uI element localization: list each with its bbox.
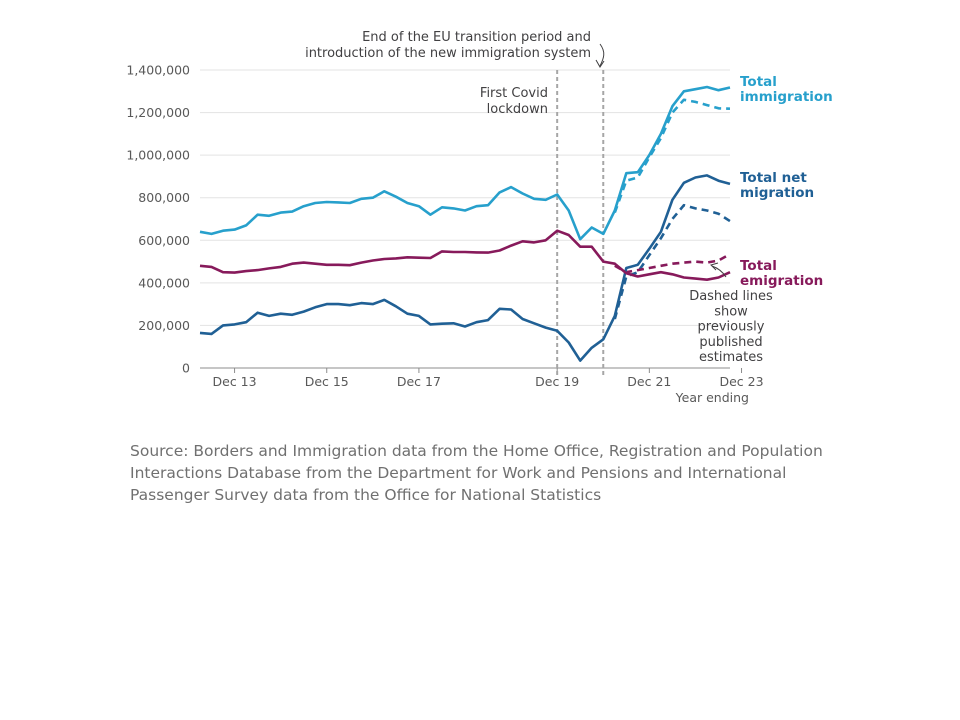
line-total-emigration (199, 229, 731, 282)
x-axis-title: Year ending (675, 390, 749, 405)
y-tick-label: 0 (182, 361, 190, 376)
x-tick-label: Dec 23 (719, 374, 763, 389)
eu-transition-note: End of the EU transition period and (362, 30, 591, 45)
series-end-label: Total (740, 74, 777, 90)
x-tick-label: Dec 19 (535, 374, 579, 389)
line-total-net-migration-previously-published (613, 203, 731, 320)
line-total-immigration-previously-published (613, 98, 731, 214)
chart-annotations: End of the EU transition period andintro… (305, 30, 773, 365)
series-end-label: migration (740, 185, 814, 201)
dashed-note-arrowhead (710, 262, 719, 271)
y-tick-label: 1,400,000 (126, 63, 190, 78)
dashed-note-arrow (711, 265, 727, 278)
y-tick-label: 200,000 (138, 318, 190, 333)
covid-lockdown-note: First Covid (480, 86, 548, 101)
line-total-immigration (199, 85, 731, 241)
dashed-lines-note: published (699, 335, 762, 350)
line-total-emigration-previously-published (614, 252, 731, 274)
eu-transition-arrowhead (595, 59, 605, 68)
line-total-net-migration (199, 174, 731, 362)
eu-transition-arrow (599, 43, 605, 67)
y-tick-label: 1,200,000 (126, 105, 190, 120)
series-end-label: Total (740, 258, 777, 274)
vertical-event-markers (556, 70, 605, 378)
y-tick-label: 600,000 (138, 233, 190, 248)
source-note: Source: Borders and Immigration data fro… (130, 442, 823, 504)
covid-lockdown-note: lockdown (487, 102, 548, 117)
x-tick-label: Dec 13 (213, 374, 257, 389)
migration-line-chart: 0 200,000 400,000 600,000 800,000 1,000,000 1,… (126, 30, 833, 405)
y-axis-tick-labels: 0 200,000 400,000 600,000 800,000 1,000,000 1,… (126, 63, 190, 376)
y-tick-label: 800,000 (138, 190, 190, 205)
dashed-lines-note: show (714, 304, 748, 319)
series-lines (199, 85, 731, 362)
y-tick-label: 400,000 (138, 275, 190, 290)
dashed-lines-note: Dashed lines (689, 289, 773, 304)
series-end-label: Total net (740, 170, 807, 186)
dashed-lines-note: estimates (699, 350, 763, 365)
series-end-label: immigration (740, 89, 833, 105)
x-axis: Dec 13 Dec 15 Dec 17 Dec 19 Dec 21 Dec 23Year… (213, 368, 764, 405)
eu-transition-note: introduction of the new immigration syst… (305, 46, 591, 61)
y-gridlines (200, 69, 730, 369)
x-tick-label: Dec 21 (627, 374, 671, 389)
x-tick-label: Dec 17 (397, 374, 441, 389)
x-tick-label: Dec 15 (305, 374, 349, 389)
y-tick-label: 1,000,000 (126, 148, 190, 163)
dashed-lines-note: previously (698, 320, 765, 335)
series-end-label: emigration (740, 273, 823, 289)
